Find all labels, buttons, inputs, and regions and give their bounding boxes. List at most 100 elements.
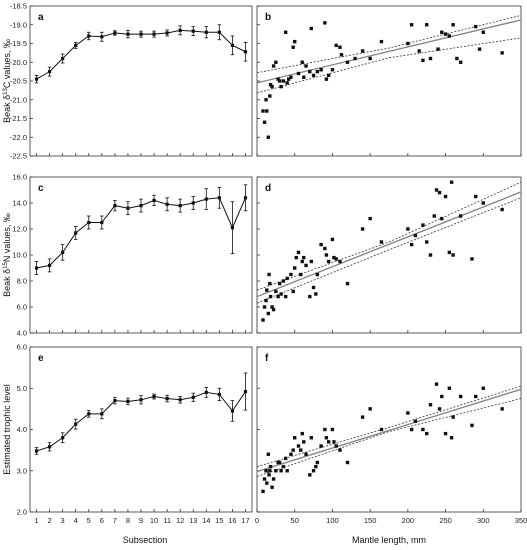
data-point: [309, 26, 314, 31]
data-point: [437, 407, 442, 411]
data-point: [332, 255, 336, 260]
x-tick-label: 15: [215, 516, 223, 525]
x-tick-label: 12: [176, 516, 184, 525]
mean-point: [61, 436, 65, 440]
x-tick-label: 0: [255, 516, 259, 525]
panel-letter: c: [38, 183, 44, 194]
data-point: [289, 272, 293, 277]
data-point: [379, 427, 384, 432]
panel-a: a -22.5 -22.0 -21.5 -21.0 -20.5 -20.0 -19.5 -19.…: [2, 2, 253, 161]
x-tick-label: 2: [48, 516, 52, 525]
data-point: [360, 49, 365, 53]
data-point: [308, 69, 312, 74]
data-point: [326, 259, 331, 264]
data-point: [289, 452, 293, 456]
data-point: [345, 60, 350, 64]
y-tick-label: 10.0: [12, 251, 27, 260]
data-point: [338, 448, 342, 452]
mean-point: [47, 445, 52, 449]
mean-point: [178, 204, 182, 208]
y-tick-label: 6.0: [17, 303, 27, 312]
y-tick-label: -20.5: [10, 77, 27, 86]
mean-point: [204, 197, 208, 201]
regression-line: [256, 388, 522, 473]
panel-letter: a: [38, 12, 44, 23]
data-point: [500, 407, 504, 411]
data-point: [474, 194, 478, 199]
data-point: [421, 58, 425, 63]
mean-point: [139, 398, 143, 402]
data-point: [474, 394, 478, 399]
data-point: [481, 201, 485, 205]
mean-point: [230, 43, 235, 47]
data-point: [360, 415, 365, 419]
panel-d: d: [256, 176, 522, 334]
data-point: [274, 60, 278, 64]
data-point: [334, 257, 338, 261]
panel-b: b: [256, 5, 522, 157]
mean-point: [113, 399, 117, 403]
data-point: [279, 469, 283, 473]
mean-point: [152, 198, 156, 202]
mean-point: [243, 50, 248, 54]
data-point: [293, 266, 297, 270]
data-point: [264, 298, 268, 303]
x-tick-label: 13: [189, 516, 197, 525]
data-point: [302, 440, 306, 444]
data-point: [409, 23, 414, 27]
data-point: [268, 294, 273, 299]
data-point: [428, 56, 433, 61]
mean-point: [87, 220, 91, 225]
data-point: [421, 427, 425, 432]
data-point: [409, 427, 414, 432]
data-point: [339, 53, 344, 57]
data-point: [434, 382, 439, 386]
data-point: [271, 64, 276, 68]
data-point: [281, 79, 286, 83]
data-point: [311, 469, 316, 473]
data-point: [330, 427, 335, 432]
data-point: [261, 489, 265, 494]
x-tick-label: 350: [515, 516, 527, 525]
y-axis-label: Estimated trophic level: [2, 384, 12, 475]
panels-group: a -22.5 -22.0 -21.5 -21.0 -20.5 -20.0 -19.5 -19.…: [2, 2, 527, 525]
mean-point: [165, 31, 169, 35]
data-point: [268, 469, 272, 473]
ci-lower-line: [256, 398, 522, 477]
y-axis-label-superscript: 13: [3, 88, 9, 95]
data-point: [409, 242, 414, 247]
y-tick-label: -20.0: [10, 58, 27, 67]
data-point: [270, 485, 274, 489]
ci-upper-line: [256, 181, 522, 291]
mean-point: [204, 30, 208, 34]
data-point: [261, 318, 265, 322]
data-point: [283, 30, 288, 34]
data-point: [332, 440, 336, 444]
y-tick-label: -21.0: [10, 95, 27, 104]
y-tick-label: -19.5: [10, 39, 27, 48]
data-point: [276, 77, 280, 81]
mean-point: [74, 43, 78, 47]
data-point: [440, 216, 444, 221]
data-point: [293, 436, 297, 440]
x-axis-label-right: Mantle length, mm: [352, 535, 426, 545]
data-point: [266, 452, 271, 456]
data-point: [265, 109, 269, 113]
data-point: [443, 32, 448, 36]
data-point: [267, 272, 271, 277]
mean-point: [47, 70, 52, 74]
data-point: [368, 407, 372, 411]
mean-point: [113, 204, 117, 208]
y-axis-label-part: C values, ‰: [2, 39, 12, 88]
mean-point: [217, 196, 221, 200]
y-tick-label: 16.0: [12, 173, 27, 182]
x-tick-label: 11: [163, 516, 171, 525]
data-point: [334, 43, 338, 48]
mean-point: [34, 77, 39, 81]
data-point: [425, 431, 429, 436]
data-point: [270, 84, 274, 89]
data-point: [265, 288, 269, 292]
y-tick-label: -18.5: [10, 2, 27, 11]
mean-line: [36, 29, 246, 80]
x-tick-label: 50: [291, 516, 299, 525]
